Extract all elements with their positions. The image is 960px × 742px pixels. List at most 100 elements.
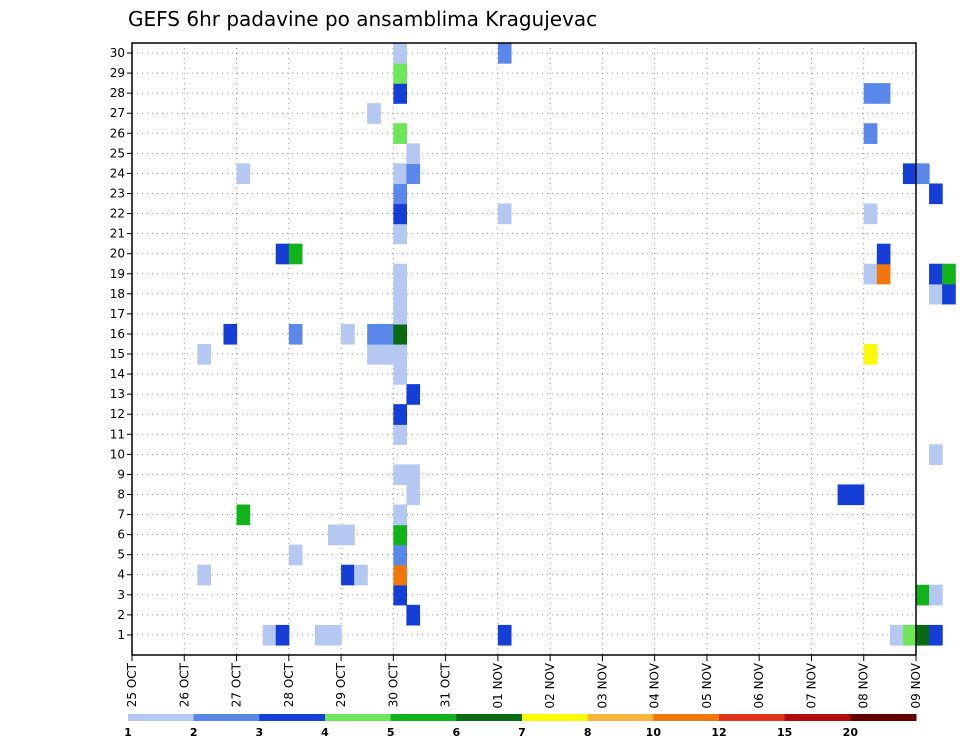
x-tick-label: 07 NOV: [804, 662, 818, 708]
precip-cell: [393, 544, 407, 566]
legend-label: 8: [584, 726, 592, 739]
precip-cell: [929, 283, 943, 305]
y-tick-label: 25: [110, 146, 125, 160]
precip-cell: [393, 424, 407, 445]
legend-label: 3: [256, 726, 264, 739]
precip-cell: [275, 243, 290, 265]
y-tick-label: 17: [110, 307, 125, 321]
precip-cell: [288, 243, 303, 265]
precip-cell: [850, 484, 865, 506]
y-tick-label: 16: [110, 327, 125, 341]
y-tick-label: 3: [117, 588, 125, 602]
precip-cell: [916, 163, 930, 185]
y-tick-label: 11: [110, 427, 125, 441]
legend-label: 4: [321, 726, 329, 739]
precip-cell: [406, 484, 421, 506]
x-tick-label: 26 OCT: [177, 662, 191, 707]
y-tick-label: 6: [117, 528, 125, 542]
precip-cell: [393, 343, 407, 365]
y-tick-label: 24: [110, 166, 125, 180]
precip-cell: [275, 624, 290, 646]
legend-swatch: [719, 714, 786, 721]
plot-background: [132, 43, 916, 655]
y-tick-label: 26: [110, 126, 125, 140]
precip-cell: [916, 624, 930, 646]
y-tick-label: 4: [117, 568, 125, 582]
legend-swatch: [128, 714, 195, 721]
x-axis: 25 OCT 26 OCT 27 OCT 28 OCT 29 OCT 30 OCT 31 O…: [125, 655, 923, 709]
plot-frame: [131, 42, 917, 656]
precip-cell: [328, 524, 342, 546]
precip-cell: [942, 263, 956, 285]
precip-cell: [863, 83, 878, 104]
precip-cell: [393, 223, 407, 245]
precip-cell: [863, 263, 878, 285]
y-tick-label: 30: [110, 46, 125, 60]
x-tick-label: 08 NOV: [857, 662, 871, 708]
legend-label: 6: [453, 726, 461, 739]
precip-cell: [393, 404, 407, 425]
x-tick-label: 02 NOV: [543, 662, 557, 708]
precip-cell: [393, 524, 407, 546]
x-tick-label: 31 OCT: [439, 662, 453, 707]
precip-cell: [406, 464, 421, 486]
precip-cell: [929, 183, 943, 205]
precip-cell: [393, 303, 407, 325]
precip-cell: [262, 624, 277, 646]
precip-cell: [393, 464, 407, 486]
ensemble-cells: [197, 43, 956, 646]
precip-cell: [393, 364, 407, 385]
precip-cell: [367, 323, 381, 345]
precip-cell: [341, 524, 355, 546]
y-tick-label: 2: [117, 608, 125, 622]
precip-cell: [876, 83, 891, 104]
precip-cell: [393, 564, 407, 586]
legend-label: 2: [190, 726, 198, 739]
precip-cell: [393, 263, 407, 285]
precip-cell: [902, 163, 917, 185]
precip-cell: [889, 624, 904, 646]
legend-label: 20: [843, 726, 859, 739]
x-tick-label: 27 OCT: [230, 662, 244, 707]
legend-swatch: [456, 714, 523, 721]
legend-label: 5: [387, 726, 395, 739]
y-tick-label: 27: [110, 106, 125, 120]
y-tick-label: 9: [117, 467, 125, 481]
y-tick-label: 20: [110, 247, 125, 261]
legend-label: 12: [711, 726, 726, 739]
y-tick-label: 7: [117, 508, 125, 522]
precip-cell: [406, 143, 421, 164]
y-tick-label: 29: [110, 66, 125, 80]
y-tick-label: 15: [110, 347, 125, 361]
legend-swatch: [522, 714, 589, 721]
precip-cell: [863, 203, 878, 225]
precip-cell: [380, 343, 394, 365]
legend-swatch: [193, 714, 260, 721]
precip-cell: [197, 564, 211, 586]
precip-cell: [497, 43, 512, 64]
precip-cell: [393, 283, 407, 305]
grid-lines: [132, 43, 916, 655]
precip-cell: [393, 323, 407, 345]
precip-cell: [916, 584, 930, 606]
x-tick-label: 01 NOV: [491, 662, 505, 708]
precip-cell: [393, 203, 407, 225]
x-tick-label: 25 OCT: [125, 662, 139, 707]
y-tick-label: 13: [110, 387, 125, 401]
x-tick-label: 03 NOV: [595, 662, 609, 708]
precip-cell: [341, 323, 355, 345]
y-tick-label: 5: [117, 548, 125, 562]
precip-cell: [288, 544, 303, 566]
precip-cell: [929, 584, 943, 606]
precip-cell: [367, 343, 381, 365]
y-tick-label: 10: [110, 447, 125, 461]
precip-cell: [236, 504, 251, 526]
y-tick-label: 18: [110, 287, 125, 301]
precip-cell: [902, 624, 917, 646]
legend-swatch: [587, 714, 654, 721]
legend-swatch: [390, 714, 457, 721]
precip-cell: [929, 624, 943, 646]
precip-cell: [929, 263, 943, 285]
legend-label: 1: [124, 726, 132, 739]
precip-cell: [942, 283, 956, 305]
